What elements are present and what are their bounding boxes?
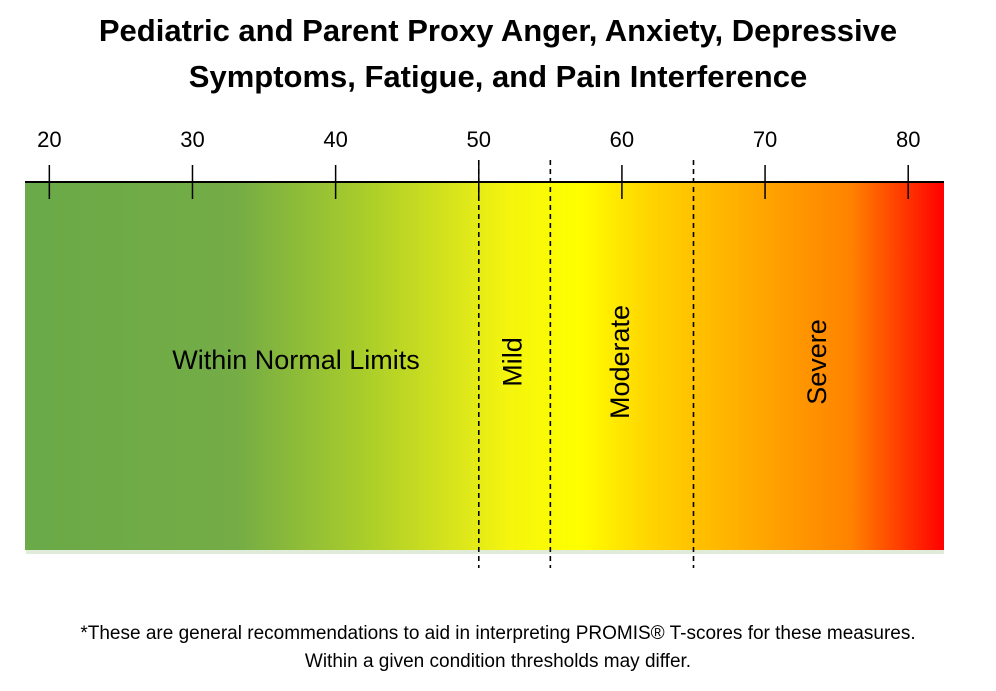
band-label-severe: Severe	[802, 319, 832, 405]
band-label-moderate: Moderate	[605, 305, 635, 419]
footnote-line-2: Within a given condition thresholds may …	[304, 651, 692, 672]
axis-tick-label: 70	[753, 127, 777, 152]
scale-bar	[25, 182, 944, 550]
scale-bar-shadow	[26, 550, 944, 554]
chart-title-line-1: Pediatric and Parent Proxy Anger, Anxiet…	[98, 13, 898, 48]
axis-tick-label: 30	[180, 127, 204, 152]
axis-tick-label: 20	[37, 127, 61, 152]
footnote: *These are general recommendations to ai…	[0, 620, 996, 676]
chart-title: Pediatric and Parent Proxy Anger, Anxiet…	[0, 8, 996, 100]
axis-tick-label: 60	[610, 127, 634, 152]
chart-title-line-2: Symptoms, Fatigue, and Pain Interference	[188, 59, 808, 94]
band-label-within-normal-limits: Within Normal Limits	[172, 345, 420, 375]
footnote-line-1: *These are general recommendations to ai…	[80, 623, 916, 644]
axis-tick-label: 50	[467, 127, 491, 152]
axis-tick-label: 40	[323, 127, 347, 152]
band-label-mild: Mild	[498, 337, 528, 387]
axis-tick-label: 80	[896, 127, 920, 152]
